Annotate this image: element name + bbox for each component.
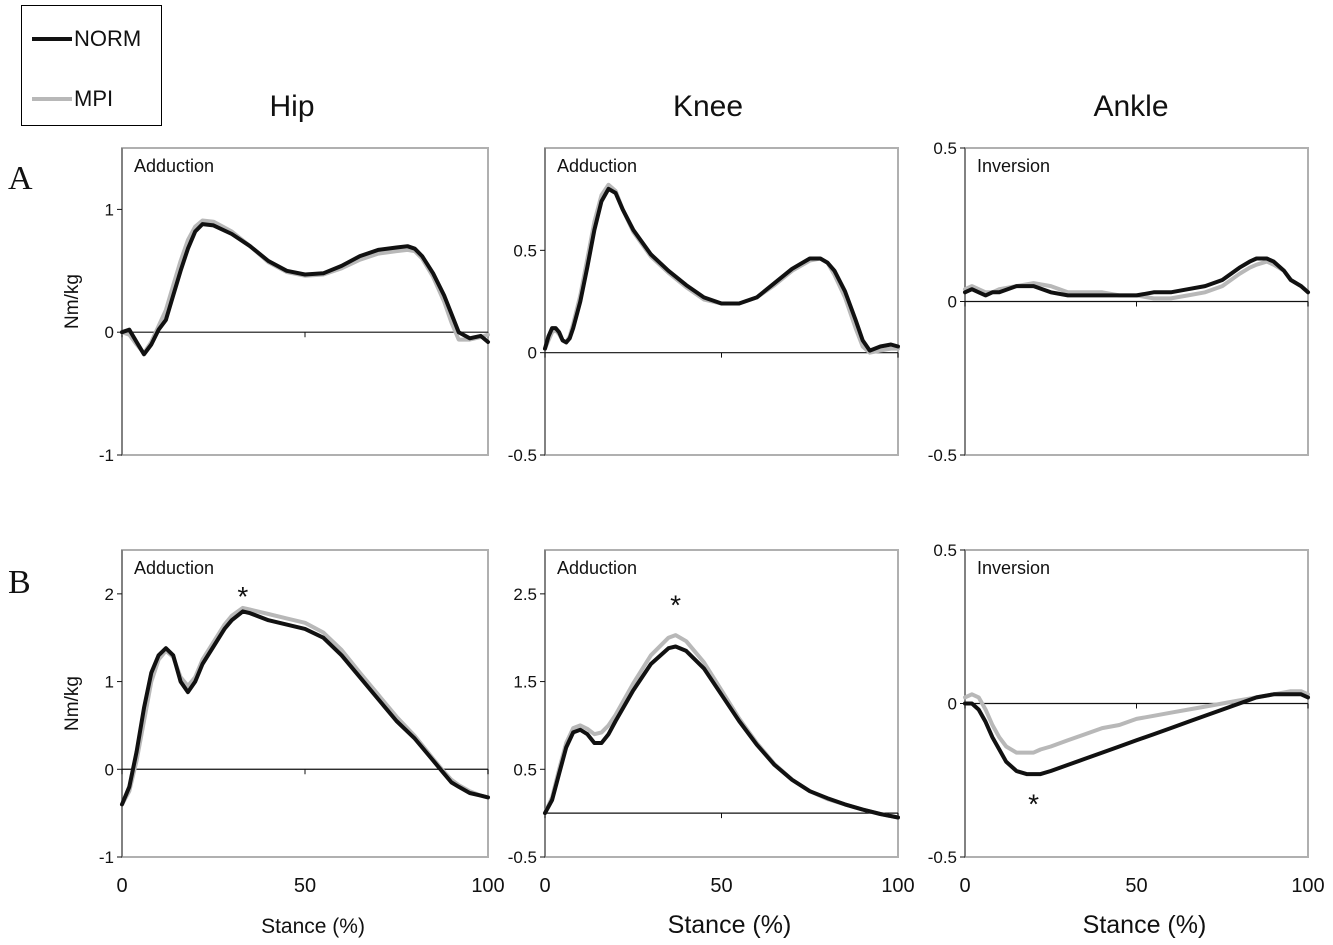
legend: NORM MPI <box>21 5 162 126</box>
y-tick-label: 2.5 <box>513 585 537 604</box>
y-tick-label: -0.5 <box>508 446 537 465</box>
column-title-hip: Hip <box>269 90 315 123</box>
legend-label-mpi: MPI <box>74 86 114 111</box>
x-tick-label: 100 <box>471 875 504 897</box>
y-tick-label: 1.5 <box>513 673 537 692</box>
x-axis-label: Stance (%) <box>1083 911 1207 939</box>
panel-a-ankle: -0.5 0 0.5 Inversion <box>928 139 1310 465</box>
panel-annotation: Inversion <box>977 156 1050 176</box>
x-tick-label: 50 <box>1125 875 1147 897</box>
series-line-norm <box>963 256 1310 298</box>
y-tick-label: 0 <box>528 344 537 363</box>
panel-annotation: Inversion <box>977 558 1050 578</box>
panel-annotation: Adduction <box>557 156 637 176</box>
panel-b-knee: -0.5 0.5 1.5 2.5 0 50 100 Adduction Stance (%) * <box>508 549 915 939</box>
x-tick-label: 50 <box>710 875 732 897</box>
significance-marker: * <box>1028 789 1039 820</box>
x-tick-label: 50 <box>294 875 316 897</box>
series-line-mpi <box>963 259 1310 301</box>
plot-frame <box>121 549 489 858</box>
y-tick-label: 1 <box>105 673 114 692</box>
y-tick-label: -0.5 <box>928 446 957 465</box>
y-tick-label: 0 <box>105 760 114 779</box>
significance-marker: * <box>237 581 248 612</box>
x-axis-label: Stance (%) <box>668 911 792 939</box>
column-title-knee: Knee <box>672 90 744 123</box>
y-tick-label: 0 <box>105 323 114 342</box>
y-tick-label: 0.5 <box>513 241 537 260</box>
y-tick-label: 0.5 <box>933 541 957 560</box>
y-axis-label: Nm/kg <box>62 274 83 329</box>
series-line-norm <box>120 222 490 357</box>
row-label-b: B <box>8 564 31 601</box>
y-tick-label: -0.5 <box>928 848 957 867</box>
column-title-ankle: Ankle <box>1093 90 1169 123</box>
y-tick-label: 0.5 <box>513 760 537 779</box>
panel-annotation: Adduction <box>134 558 214 578</box>
y-tick-label: -1 <box>99 848 114 867</box>
x-tick-label: 0 <box>539 875 550 897</box>
row-label-a: A <box>8 160 33 197</box>
legend-item-norm: NORM <box>32 26 142 51</box>
y-tick-label: 0 <box>948 293 957 312</box>
significance-marker: * <box>670 590 681 621</box>
series-line-norm <box>120 609 490 807</box>
y-axis-label: Nm/kg <box>62 676 83 731</box>
series-line-norm <box>543 644 900 820</box>
panel-annotation: Adduction <box>134 156 214 176</box>
panel-a-hip: -1 0 1 Adduction Nm/kg <box>62 147 490 465</box>
legend-label-norm: NORM <box>74 26 142 51</box>
series-line-mpi <box>543 633 900 820</box>
y-tick-label: 2 <box>105 585 114 604</box>
y-tick-label: 0 <box>948 695 957 714</box>
legend-swatch-norm <box>32 37 72 41</box>
x-tick-label: 0 <box>116 875 127 897</box>
legend-item-mpi: MPI <box>32 86 114 111</box>
y-tick-label: 0.5 <box>933 139 957 158</box>
series-line-mpi <box>963 689 1310 755</box>
plot-frame <box>544 549 899 858</box>
series-line-norm <box>963 692 1310 777</box>
x-tick-label: 0 <box>959 875 970 897</box>
y-tick-label: -1 <box>99 446 114 465</box>
y-tick-label: -0.5 <box>508 848 537 867</box>
y-tick-label: 1 <box>105 200 114 219</box>
legend-swatch-mpi <box>32 97 72 101</box>
panel-a-knee: -0.5 0 0.5 Adduction <box>508 147 900 465</box>
x-axis-label: Stance (%) <box>261 915 365 938</box>
series-line-mpi <box>120 605 490 807</box>
plot-frame <box>121 147 489 456</box>
panel-annotation: Adduction <box>557 558 637 578</box>
series-line-norm <box>543 186 900 353</box>
x-tick-label: 100 <box>1291 875 1324 897</box>
x-tick-label: 100 <box>881 875 914 897</box>
